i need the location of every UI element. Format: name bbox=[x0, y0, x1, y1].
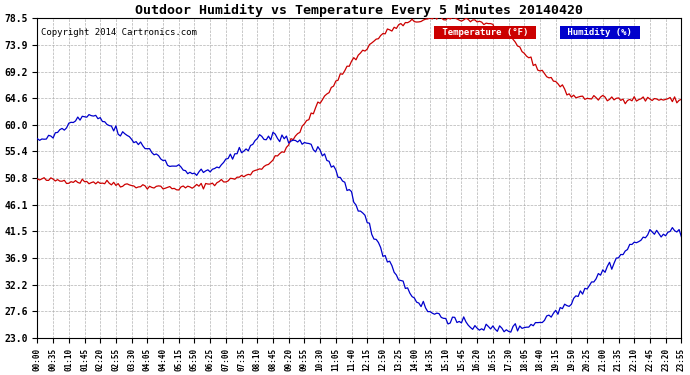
Text: Temperature (°F): Temperature (°F) bbox=[437, 28, 533, 37]
Title: Outdoor Humidity vs Temperature Every 5 Minutes 20140420: Outdoor Humidity vs Temperature Every 5 … bbox=[135, 4, 583, 17]
Text: Copyright 2014 Cartronics.com: Copyright 2014 Cartronics.com bbox=[41, 28, 197, 37]
Text: Humidity (%): Humidity (%) bbox=[562, 28, 638, 37]
